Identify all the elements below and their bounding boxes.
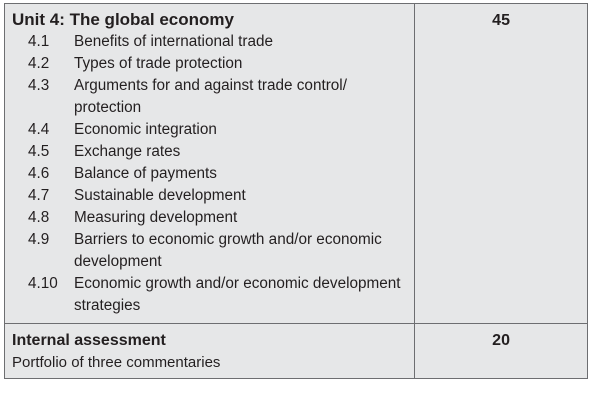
- list-item: 4.4 Economic integration: [28, 119, 408, 141]
- subtopic-number: 4.8: [28, 209, 50, 226]
- subtopic-text: Barriers to economic growth and/or econo…: [74, 231, 382, 270]
- subtopic-number: 4.7: [28, 187, 50, 204]
- subtopic-text: Balance of payments: [74, 165, 217, 182]
- list-item: 4.10 Economic growth and/or economic dev…: [28, 273, 408, 317]
- subtopic-text: Arguments for and against trade control/…: [74, 77, 347, 116]
- list-item: 4.5 Exchange rates: [28, 141, 408, 163]
- list-item: 4.9 Barriers to economic growth and/or e…: [28, 229, 408, 273]
- list-item: 4.8 Measuring development: [28, 207, 408, 229]
- subtopic-text: Measuring development: [74, 209, 238, 226]
- subtopic-number: 4.3: [28, 77, 50, 94]
- subtopic-list: 4.1 Benefits of international trade 4.2 …: [12, 31, 408, 317]
- subtopic-number: 4.2: [28, 55, 50, 72]
- internal-assessment-cell: Internal assessment Portfolio of three c…: [3, 323, 416, 379]
- internal-assessment-hours: 20: [414, 323, 588, 379]
- unit-row: Unit 4: The global economy 4.1 Benefits …: [3, 3, 588, 324]
- subtopic-number: 4.5: [28, 143, 50, 160]
- subtopic-text: Benefits of international trade: [74, 33, 273, 50]
- subtopic-number: 4.10: [28, 275, 58, 292]
- internal-assessment-subtitle: Portfolio of three commentaries: [12, 354, 221, 371]
- list-item: 4.6 Balance of payments: [28, 163, 408, 185]
- subtopic-text: Sustainable development: [74, 187, 246, 204]
- subtopic-number: 4.9: [28, 231, 50, 248]
- syllabus-table: Unit 4: The global economy 4.1 Benefits …: [3, 3, 588, 379]
- unit-topic-cell: Unit 4: The global economy 4.1 Benefits …: [3, 3, 416, 324]
- subtopic-text: Exchange rates: [74, 143, 181, 160]
- list-item: 4.2 Types of trade protection: [28, 53, 408, 75]
- subtopic-text: Economic integration: [74, 121, 217, 138]
- list-item: 4.1 Benefits of international trade: [28, 31, 408, 53]
- subtopic-number: 4.4: [28, 121, 50, 138]
- list-item: 4.7 Sustainable development: [28, 185, 408, 207]
- subtopic-text: Types of trade protection: [74, 55, 243, 72]
- internal-assessment-row: Internal assessment Portfolio of three c…: [3, 323, 588, 379]
- subtopic-text: Economic growth and/or economic developm…: [74, 275, 401, 314]
- unit-hours: 45: [414, 3, 588, 324]
- internal-assessment-title: Internal assessment: [12, 332, 166, 349]
- unit-title: Unit 4: The global economy: [12, 10, 234, 29]
- subtopic-number: 4.1: [28, 33, 50, 50]
- list-item: 4.3 Arguments for and against trade cont…: [28, 75, 408, 119]
- subtopic-number: 4.6: [28, 165, 50, 182]
